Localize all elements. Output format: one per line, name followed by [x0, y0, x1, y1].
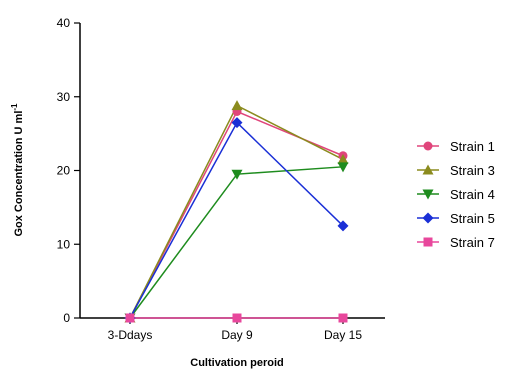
- legend-marker: [422, 164, 434, 175]
- data-point-strain-7: [232, 313, 242, 323]
- x-tick-label: Day 9: [221, 328, 253, 342]
- data-point-strain-3: [231, 100, 243, 111]
- y-axis-title: Gox Concentration U ml-1: [10, 103, 25, 237]
- series-line-strain-3: [129, 104, 344, 319]
- data-point-strain-3: [337, 153, 349, 164]
- series-markers: [124, 100, 349, 324]
- legend-label: Strain 3: [450, 163, 495, 178]
- legend-label: Strain 7: [450, 235, 495, 250]
- legend-marker: [422, 189, 434, 200]
- y-axis-title-superscript: -1: [10, 103, 19, 111]
- legend-item-strain-3: Strain 3: [417, 163, 495, 178]
- legend: Strain 1 Strain 3 Strain 4 Strain 5 Strain 7: [417, 139, 495, 250]
- data-point-strain-7: [125, 313, 135, 323]
- data-point-strain-7: [338, 313, 348, 323]
- y-tick-label: 40: [57, 16, 71, 30]
- x-axis-title: Cultivation peroid: [190, 357, 284, 369]
- legend-item-strain-4: Strain 4: [417, 187, 495, 202]
- x-tick-label: Day 15: [324, 328, 362, 342]
- legend-item-strain-5: Strain 5: [417, 211, 495, 226]
- data-point-strain-5: [337, 220, 349, 232]
- data-point-strain-4: [231, 169, 243, 180]
- legend-label: Strain 4: [450, 187, 495, 202]
- series-lines: [129, 104, 344, 319]
- data-point-strain-4: [337, 162, 349, 173]
- y-ticks: 0 10 20 30 40: [57, 16, 80, 325]
- series-line-strain-5: [129, 121, 344, 319]
- legend-marker: [423, 141, 433, 151]
- legend-item-strain-1: Strain 1: [417, 139, 495, 154]
- y-tick-label: 30: [57, 90, 71, 104]
- legend-marker: [422, 212, 434, 224]
- legend-label: Strain 5: [450, 211, 495, 226]
- legend-label: Strain 1: [450, 139, 495, 154]
- x-tick-label: 3-Ddays: [108, 328, 153, 342]
- y-tick-label: 20: [57, 164, 71, 178]
- legend-marker: [423, 237, 433, 247]
- y-axis-title-text: Gox Concentration U ml: [13, 111, 25, 237]
- data-point-strain-5: [231, 117, 243, 129]
- y-tick-label: 0: [63, 311, 70, 325]
- y-tick-label: 10: [57, 237, 71, 251]
- series-line-strain-4: [129, 166, 344, 319]
- legend-item-strain-7: Strain 7: [417, 235, 495, 250]
